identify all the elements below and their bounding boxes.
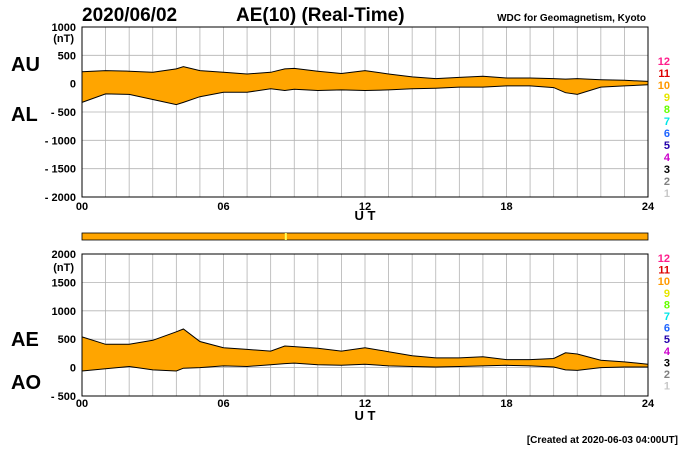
station-count-legend-item: 1 xyxy=(664,188,670,200)
station-count-legend-item: 4 xyxy=(664,152,671,164)
x-tick-label: 24 xyxy=(642,398,655,410)
station-count-legend-item: 4 xyxy=(664,346,671,358)
al-label: AL xyxy=(11,104,38,126)
station-count-legend-item: 3 xyxy=(664,357,670,369)
ae-label: AE xyxy=(11,329,39,351)
station-count-legend-item: 8 xyxy=(664,299,670,311)
y-tick-label: - 500 xyxy=(51,107,76,119)
ut-axis-title-1: U T xyxy=(355,208,376,223)
index-fill-area xyxy=(82,66,648,105)
ut-axis-title-2: U T xyxy=(355,408,376,423)
station-count-legend-item: 8 xyxy=(664,104,670,116)
x-tick-label: 06 xyxy=(217,201,229,213)
x-tick-label: 24 xyxy=(642,201,655,213)
station-count-strip xyxy=(81,232,649,241)
x-tick-label: 18 xyxy=(500,398,512,410)
x-tick-label: 00 xyxy=(76,201,88,213)
station-count-legend-item: 6 xyxy=(664,323,670,335)
ao-series-line xyxy=(81,362,648,372)
station-count-legend-item: 10 xyxy=(658,276,670,288)
ae-series-line xyxy=(81,328,649,365)
al-series-line xyxy=(81,84,649,106)
station-count-legend-item: 5 xyxy=(664,140,670,152)
x-tick-label: 12 xyxy=(359,201,371,213)
unit-label-1: (nT) xyxy=(53,33,74,45)
station-count-marker xyxy=(284,233,287,240)
y-tick-label: 500 xyxy=(58,334,76,346)
station-count-legend-item: 3 xyxy=(664,164,670,176)
y-tick-label: 0 xyxy=(70,79,76,91)
station-count-legend-item: 11 xyxy=(658,265,670,277)
y-tick-label: - 500 xyxy=(51,391,76,403)
station-count-legend-item: 10 xyxy=(658,80,670,92)
station-count-legend-item: 2 xyxy=(664,369,670,381)
station-count-legend-item: 7 xyxy=(664,116,670,128)
y-tick-label: - 1000 xyxy=(45,135,76,147)
y-tick-label: - 1500 xyxy=(45,164,76,176)
created-timestamp: [Created at 2020-06-03 04:00UT] xyxy=(527,435,678,446)
au-label: AU xyxy=(11,54,40,76)
y-tick-label: 500 xyxy=(58,50,76,62)
station-count-legend-item: 12 xyxy=(658,253,670,265)
unit-label-2: (nT) xyxy=(53,262,74,274)
station-count-legend-item: 2 xyxy=(664,176,670,188)
x-tick-label: 06 xyxy=(217,398,229,410)
station-count-legend-item: 9 xyxy=(664,92,670,104)
y-tick-label: 1000 xyxy=(52,306,76,318)
y-tick-label: 2000 xyxy=(52,249,76,261)
plot-frame xyxy=(81,253,649,397)
plot-frame xyxy=(81,26,649,198)
x-tick-label: 12 xyxy=(359,398,371,410)
y-tick-label: 0 xyxy=(70,363,76,375)
x-tick-label: 00 xyxy=(76,398,88,410)
station-count-bar xyxy=(81,232,649,241)
index-fill-area xyxy=(82,329,648,371)
ao-label: AO xyxy=(11,372,41,394)
date-title: 2020/06/02 xyxy=(82,5,177,26)
station-count-legend-item: 6 xyxy=(664,128,670,140)
source-credit: WDC for Geomagnetism, Kyoto xyxy=(497,13,646,24)
station-count-legend-item: 12 xyxy=(658,56,670,68)
chart-title: AE(10) (Real-Time) xyxy=(236,5,405,26)
y-tick-label: 1000 xyxy=(52,22,76,34)
y-tick-label: 1500 xyxy=(52,277,76,289)
station-count-legend-item: 5 xyxy=(664,334,670,346)
station-count-legend-item: 11 xyxy=(658,68,670,80)
y-tick-label: - 2000 xyxy=(45,192,76,204)
au-series-line xyxy=(81,66,649,82)
station-count-legend-item: 7 xyxy=(664,311,670,323)
station-count-legend-item: 9 xyxy=(664,288,670,300)
station-count-legend-item: 1 xyxy=(664,381,670,393)
x-tick-label: 18 xyxy=(500,201,512,213)
